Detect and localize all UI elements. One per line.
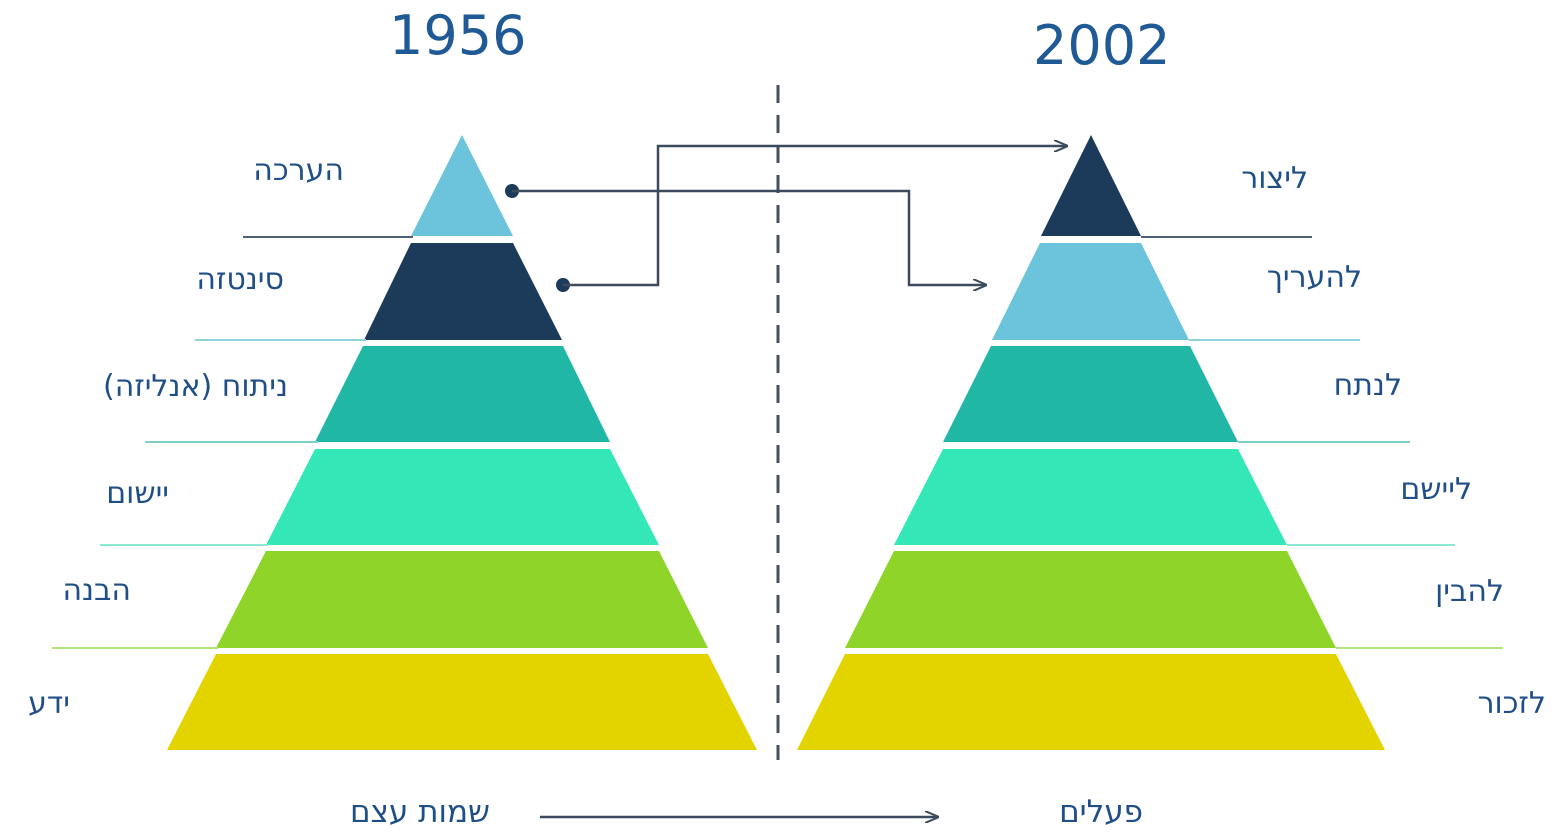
footer-verbs-label: פעלים	[1059, 794, 1143, 830]
connector-evaluation-to-evaluate	[512, 189, 985, 285]
left-level-label: ידע	[28, 686, 70, 721]
right-level-3-fill	[894, 449, 1287, 545]
right-level-label: להעריך	[1266, 260, 1362, 295]
right-level-2-fill	[845, 551, 1336, 648]
right-level-label: לזכור	[1477, 686, 1546, 721]
right-level-4-fill	[943, 346, 1238, 442]
left-level-5-fill	[364, 243, 562, 340]
right-pyramid	[797, 135, 1385, 750]
left-level-1-fill	[167, 654, 757, 750]
right-year: 2002	[1033, 14, 1171, 77]
left-level-label: הבנה	[62, 573, 131, 608]
right-separators	[1141, 236, 1503, 649]
connectors	[505, 146, 1066, 292]
left-level-3-fill	[266, 449, 659, 545]
left-level-2-fill	[216, 551, 708, 648]
left-level-label: סינטזה	[196, 262, 284, 297]
right-level-6-fill	[1041, 135, 1141, 236]
left-separators	[52, 236, 413, 649]
left-level-4-fill	[315, 346, 610, 442]
right-level-label: לנתח	[1333, 368, 1402, 403]
left-level-6-fill	[411, 135, 513, 236]
left-level-label: יישום	[106, 476, 169, 511]
connector-synthesis-to-create	[563, 146, 1066, 287]
left-level-label: ניתוח (אנליזה)	[103, 369, 288, 404]
right-level-label: ליצור	[1241, 161, 1308, 196]
right-level-label: ליישם	[1400, 472, 1472, 507]
left-year: 1956	[389, 4, 527, 67]
right-level-5-fill	[992, 243, 1189, 340]
right-level-1-fill	[797, 654, 1385, 750]
left-pyramid	[167, 135, 757, 750]
left-level-label: הערכה	[253, 153, 344, 188]
right-level-label: להבין	[1435, 574, 1504, 609]
footer-nouns-label: שמות עצם	[349, 794, 490, 830]
